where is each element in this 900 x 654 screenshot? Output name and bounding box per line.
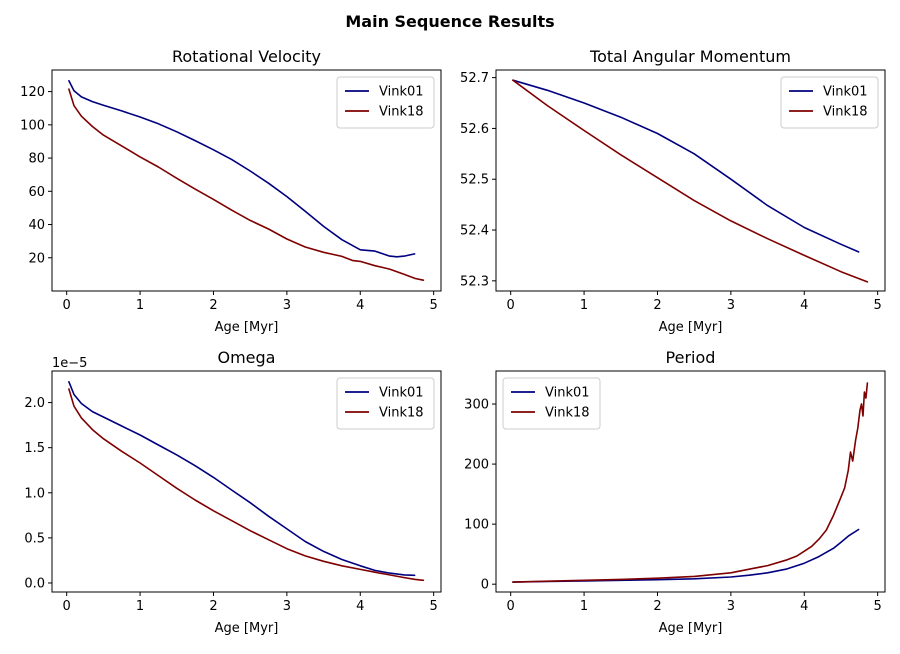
legend-box xyxy=(502,377,601,430)
y-tick-label: 52.3 xyxy=(460,274,489,289)
y-tick-label: 1.5 xyxy=(24,441,45,456)
series-line-vink18 xyxy=(68,388,425,582)
legend: Vink01 Vink18 xyxy=(502,377,601,430)
y-tick-label: 300 xyxy=(464,398,489,413)
x-tick-label: 5 xyxy=(874,298,882,313)
y-tick-label: 52.7 xyxy=(460,71,489,86)
x-tick-label: 4 xyxy=(800,599,808,614)
x-tick-label: 5 xyxy=(430,599,438,614)
x-axis-label: Age [Myr] xyxy=(215,320,279,335)
y-tick-label: 52.5 xyxy=(460,173,489,188)
chart-title: Total Angular Momentum xyxy=(589,47,791,66)
x-tick-label: 4 xyxy=(356,599,364,614)
x-tick-label: 2 xyxy=(209,298,217,313)
series-line-vink01 xyxy=(512,528,860,583)
y-tick-label: 60 xyxy=(28,185,45,200)
legend-box xyxy=(336,377,435,430)
chart-total-angular-momentum: Total Angular Momentum 0 1 2 3 4 5 52.3 52.4 52.5… xyxy=(460,47,886,335)
legend-box xyxy=(336,76,435,129)
legend-label-vink01: Vink01 xyxy=(379,386,424,401)
legend: Vink01 Vink18 xyxy=(336,377,435,430)
legend-label-vink01: Vink01 xyxy=(379,85,424,100)
legend-label-vink18: Vink18 xyxy=(823,105,868,120)
x-tick-label: 3 xyxy=(283,298,291,313)
series-line-vink01 xyxy=(512,79,860,253)
chart-rotational-velocity: Rotational Velocity 0 1 2 3 4 5 20 40 60 80 100 120 A… xyxy=(20,47,442,335)
y-tick-label: 100 xyxy=(20,118,45,133)
y-tick-label: 40 xyxy=(28,218,45,233)
x-tick-label: 3 xyxy=(283,599,291,614)
series-line-vink01 xyxy=(68,80,416,258)
series-group xyxy=(512,79,869,283)
legend: Vink01 Vink18 xyxy=(336,76,435,129)
legend-label-vink01: Vink01 xyxy=(545,386,590,401)
x-axis-label: Age [Myr] xyxy=(659,320,723,335)
chart-omega: Omega 0 1 2 3 4 5 0.0 0.5 1.0 1.5 2.0 Age [Myr] 1e−5 V… xyxy=(24,348,442,636)
y-offset-label: 1e−5 xyxy=(52,356,87,371)
chart-title: Period xyxy=(666,348,716,367)
x-tick-label: 4 xyxy=(800,298,808,313)
series-line-vink18 xyxy=(512,79,869,283)
legend-box xyxy=(780,76,879,129)
x-tick-label: 2 xyxy=(209,599,217,614)
chart-title: Omega xyxy=(218,348,276,367)
x-tick-label: 2 xyxy=(653,599,661,614)
x-tick-label: 1 xyxy=(136,599,144,614)
x-tick-label: 3 xyxy=(727,298,735,313)
y-tick-label: 2.0 xyxy=(24,396,45,411)
x-tick-label: 5 xyxy=(874,599,882,614)
y-tick-label: 20 xyxy=(28,251,45,266)
x-tick-label: 1 xyxy=(580,298,588,313)
x-tick-label: 0 xyxy=(507,599,515,614)
legend-label-vink18: Vink18 xyxy=(545,406,590,421)
series-line-vink18 xyxy=(512,382,869,583)
series-line-vink01 xyxy=(68,380,416,577)
x-tick-label: 4 xyxy=(356,298,364,313)
x-tick-label: 1 xyxy=(580,599,588,614)
x-tick-label: 5 xyxy=(430,298,438,313)
y-tick-label: 0 xyxy=(481,578,489,593)
legend-label-vink18: Vink18 xyxy=(379,406,424,421)
y-tick-label: 80 xyxy=(28,152,45,167)
y-tick-label: 200 xyxy=(464,458,489,473)
y-tick-label: 100 xyxy=(464,518,489,533)
legend-label-vink01: Vink01 xyxy=(823,85,868,100)
figure-title: Main Sequence Results xyxy=(345,12,554,31)
y-tick-label: 52.4 xyxy=(460,224,489,239)
x-tick-label: 0 xyxy=(63,599,71,614)
axes-frame xyxy=(51,370,442,593)
x-tick-label: 2 xyxy=(653,298,661,313)
y-tick-label: 52.6 xyxy=(460,122,489,137)
y-tick-label: 0.5 xyxy=(24,531,45,546)
x-tick-label: 1 xyxy=(136,298,144,313)
x-axis-label: Age [Myr] xyxy=(659,621,723,636)
y-tick-label: 0.0 xyxy=(24,576,45,591)
y-tick-label: 1.0 xyxy=(24,486,45,501)
series-line-vink18 xyxy=(68,88,425,282)
chart-title: Rotational Velocity xyxy=(172,47,321,66)
axes-frame xyxy=(495,69,886,292)
y-tick-label: 120 xyxy=(20,85,45,100)
legend: Vink01 Vink18 xyxy=(780,76,879,129)
series-group xyxy=(68,80,425,282)
legend-label-vink18: Vink18 xyxy=(379,105,424,120)
x-axis-label: Age [Myr] xyxy=(215,621,279,636)
series-group xyxy=(68,380,425,582)
x-tick-label: 0 xyxy=(507,298,515,313)
series-group xyxy=(512,382,869,583)
x-tick-label: 3 xyxy=(727,599,735,614)
x-tick-label: 0 xyxy=(63,298,71,313)
axes-frame xyxy=(495,370,886,593)
axes-frame xyxy=(51,69,442,292)
